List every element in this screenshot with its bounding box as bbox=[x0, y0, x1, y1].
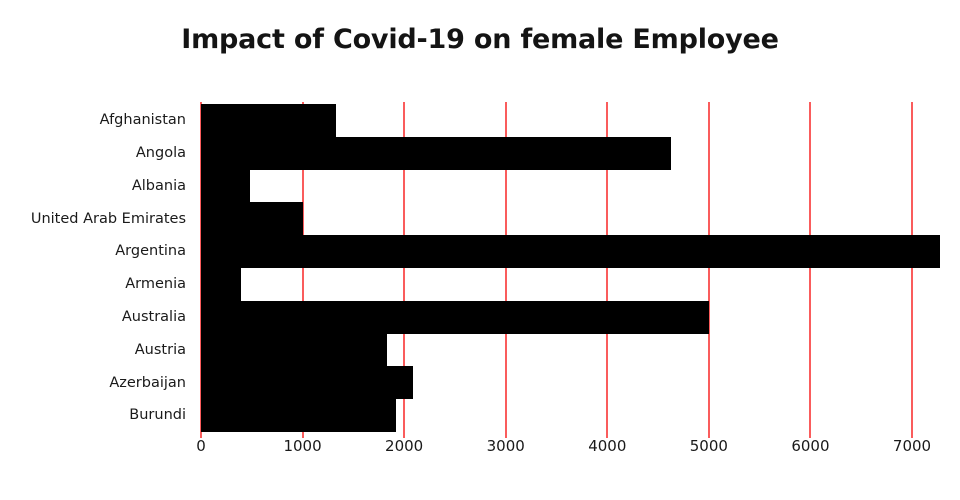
y-axis-tick-label: Armenia bbox=[125, 276, 186, 293]
x-axis-tick-label: 7000 bbox=[892, 437, 932, 455]
y-axis-tick-label: Australia bbox=[121, 308, 186, 325]
y-axis-tick-label: Argentina bbox=[115, 243, 186, 260]
y-axis-tick-label: Angola bbox=[135, 144, 186, 161]
x-axis-tick-mark bbox=[809, 432, 812, 438]
y-axis-tick-label: Albania bbox=[131, 177, 186, 194]
bar-row bbox=[201, 399, 912, 432]
bar bbox=[201, 202, 303, 236]
gridline bbox=[606, 102, 609, 434]
bar bbox=[201, 136, 672, 170]
x-axis-tick-label: 2000 bbox=[385, 437, 424, 455]
gridline bbox=[809, 102, 812, 434]
bar bbox=[201, 366, 414, 400]
gridline bbox=[301, 102, 304, 434]
x-axis-tick-mark bbox=[911, 432, 913, 438]
bar bbox=[201, 169, 250, 203]
bar-row bbox=[201, 136, 912, 170]
x-axis-tick-label: 5000 bbox=[689, 437, 728, 455]
bar bbox=[201, 267, 242, 301]
x-axis-tick-mark bbox=[301, 432, 304, 438]
bar bbox=[201, 399, 397, 432]
x-axis-tick-mark bbox=[707, 432, 710, 438]
bar bbox=[201, 104, 337, 137]
gridline bbox=[504, 102, 507, 434]
x-axis-tick-labels: 0 1000 2000 3000 4000 5000 6000 7000 bbox=[196, 437, 931, 459]
bar-row bbox=[201, 235, 941, 268]
x-axis-tick-label: 1000 bbox=[283, 437, 322, 455]
chart-title: Impact of Covid-19 on female Employee bbox=[181, 24, 779, 55]
y-axis-tick-label: United Arab Emirates bbox=[30, 210, 186, 227]
y-axis-tick-labels: Afghanistan Angola Albania United Arab E… bbox=[0, 104, 193, 432]
x-axis-tick-mark bbox=[504, 432, 507, 438]
x-axis-tick-label: 4000 bbox=[588, 437, 627, 455]
x-axis-tick-marks bbox=[200, 432, 913, 438]
y-axis-tick-label: Afghanistan bbox=[99, 112, 186, 129]
bar-row bbox=[201, 333, 912, 367]
bar bbox=[201, 235, 941, 268]
bar bbox=[201, 333, 387, 367]
x-axis-tick-label: 3000 bbox=[486, 437, 525, 455]
gridline bbox=[911, 102, 913, 434]
bar-row bbox=[201, 202, 912, 236]
x-axis-tick-mark bbox=[403, 432, 406, 438]
bar bbox=[201, 300, 709, 334]
y-axis-tick-label: Austria bbox=[134, 341, 186, 358]
bar-row bbox=[201, 267, 912, 301]
bar-series bbox=[201, 104, 941, 432]
gridline bbox=[707, 102, 710, 434]
gridline bbox=[403, 102, 406, 434]
bar-row bbox=[201, 104, 912, 137]
x-axis-tick-label: 0 bbox=[196, 437, 206, 455]
y-axis-tick-label: Burundi bbox=[129, 407, 186, 424]
x-axis-tick-mark bbox=[200, 432, 202, 438]
x-axis-tick-mark bbox=[606, 432, 609, 438]
bar-row bbox=[201, 366, 912, 400]
x-axis-tick-label: 6000 bbox=[791, 437, 830, 455]
plot-area bbox=[200, 102, 941, 434]
y-axis-tick-label: Azerbaijan bbox=[109, 374, 186, 391]
bar-row bbox=[201, 169, 912, 203]
bar-row bbox=[201, 300, 912, 334]
